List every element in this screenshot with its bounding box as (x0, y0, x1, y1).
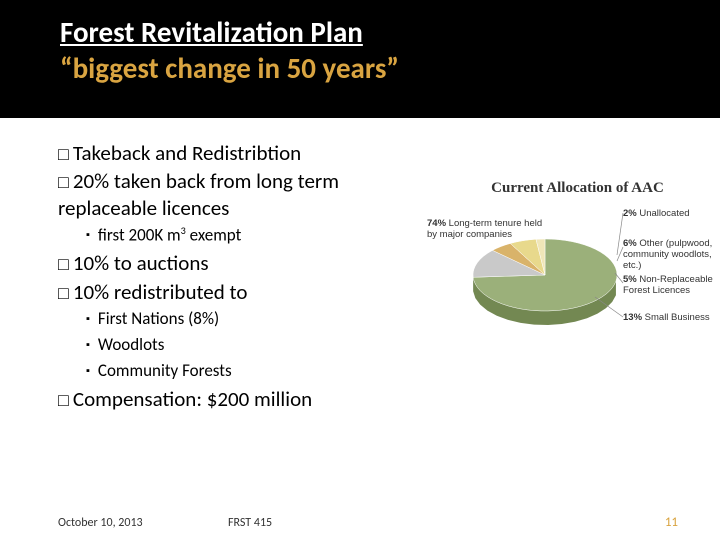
title-line-2: “biggest change in 50 years” (60, 50, 399, 86)
bullet-2: □20% taken back from long term replaceab… (58, 168, 438, 221)
label-6: 6% Other (pulpwood, community woodlots, … (623, 239, 720, 272)
bullet-4-sub-2: ▪Woodlots (86, 334, 438, 357)
label-2: 2% Unallocated (623, 209, 713, 220)
bullet-3-text: 10% to auctions (73, 250, 209, 276)
bullet-4-sub-3: ▪Community Forests (86, 360, 438, 383)
bullet-3: □10% to auctions (58, 250, 438, 276)
pie-area: 74% Long-term tenure held by major compa… (445, 205, 710, 365)
bullet-2-sub-1-post: exempt (186, 224, 242, 245)
bullet-4-sub-1-text: First Nations (8%) (98, 308, 219, 329)
footer-date: October 10, 2013 (58, 516, 143, 530)
bullet-5-text: Compensation: $200 million (73, 386, 312, 412)
pie-chart: Current Allocation of AAC 74% Long-term … (445, 180, 710, 365)
bullet-4-sub-1: ▪First Nations (8%) (86, 308, 438, 331)
bullet-content: □Takeback and Redistribtion □20% taken b… (58, 140, 438, 414)
bullet-2-text: 20% taken back from long term replaceabl… (58, 168, 339, 220)
bullet-4-text: 10% redistributed to (73, 279, 248, 305)
title-line-1: Forest Revitalization Plan (60, 14, 363, 50)
bullet-4-sub-3-text: Community Forests (98, 360, 232, 381)
bullet-1-text: Takeback and Redistribtion (73, 140, 301, 166)
label-5: 5% Non-Replaceable Forest Licences (623, 275, 713, 297)
bullet-1: □Takeback and Redistribtion (58, 140, 438, 166)
bullet-2-sub-1-pre: first 200K m (98, 224, 181, 245)
chart-title: Current Allocation of AAC (445, 180, 710, 197)
footer-page: 11 (665, 515, 678, 530)
label-13: 13% Small Business (623, 313, 713, 324)
footer-course: FRST 415 (228, 516, 272, 530)
bullet-2-sub-1: ▪first 200K m3 exempt (86, 224, 438, 248)
bullet-4-sub-2-text: Woodlots (98, 334, 164, 355)
bullet-5: □Compensation: $200 million (58, 386, 438, 412)
bullet-4: □10% redistributed to (58, 279, 438, 305)
label-74: 74% Long-term tenure held by major compa… (427, 219, 547, 241)
